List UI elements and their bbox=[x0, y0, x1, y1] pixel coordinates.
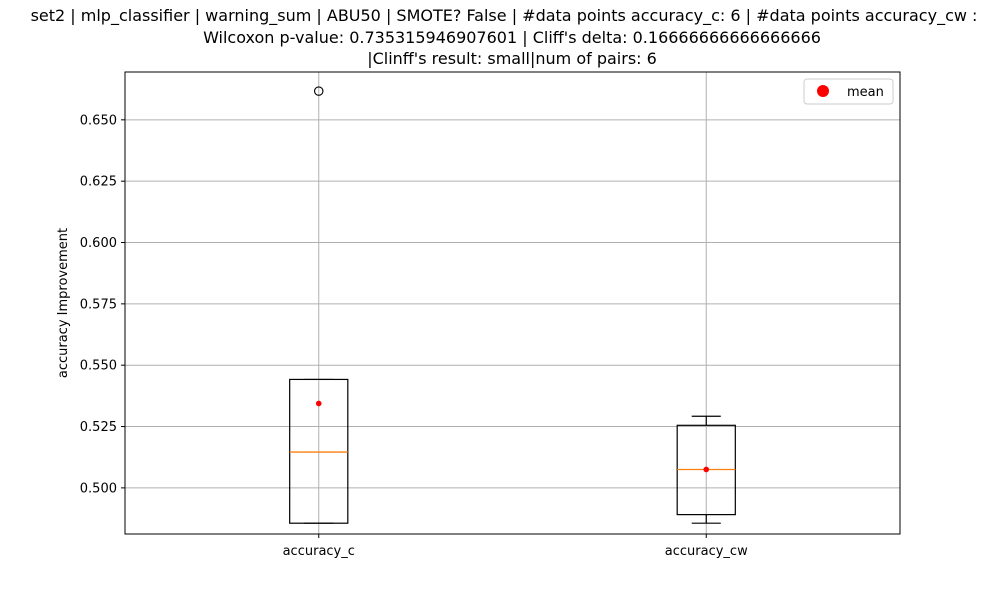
mean-marker bbox=[703, 466, 710, 473]
x-tick-label: accuracy_c bbox=[283, 544, 355, 559]
y-tick-label: 0.525 bbox=[80, 420, 117, 435]
grid-lines bbox=[125, 72, 900, 534]
y-tick-label: 0.575 bbox=[80, 297, 117, 312]
y-axis-label: accuracy Improvement bbox=[56, 228, 71, 378]
legend-mean-marker bbox=[817, 85, 829, 97]
iqr-box bbox=[289, 378, 349, 524]
title-line-2: Wilcoxon p-value: 0.735315946907601 | Cl… bbox=[203, 28, 821, 47]
title-line-1: set2 | mlp_classifier | warning_sum | AB… bbox=[31, 6, 978, 26]
y-tick-label: 0.650 bbox=[80, 113, 117, 128]
title-line-3: |Clinff's result: small|num of pairs: 6 bbox=[367, 49, 657, 68]
legend-mean-label: mean bbox=[847, 85, 884, 100]
y-tick-label: 0.625 bbox=[80, 175, 117, 190]
boxes bbox=[289, 86, 736, 524]
outlier-point bbox=[313, 86, 324, 96]
y-tick-label: 0.500 bbox=[80, 481, 117, 496]
legend: mean bbox=[803, 78, 894, 105]
plot-frame bbox=[124, 71, 901, 535]
y-axis-ticks: 0.500 0.525 0.550 0.575 0.600 0.625 0.650 bbox=[80, 113, 125, 496]
mean-marker bbox=[315, 400, 322, 407]
x-tick-label: accuracy_cw bbox=[665, 544, 748, 559]
y-tick-label: 0.550 bbox=[80, 359, 117, 374]
chart-title: set2 | mlp_classifier | warning_sum | AB… bbox=[31, 6, 978, 68]
box-accuracy_c bbox=[289, 86, 349, 524]
y-tick-label: 0.600 bbox=[80, 236, 117, 251]
legend-box bbox=[803, 78, 894, 105]
x-axis-ticks: accuracy_c accuracy_cw bbox=[283, 534, 748, 559]
box-accuracy_cw bbox=[676, 415, 736, 524]
